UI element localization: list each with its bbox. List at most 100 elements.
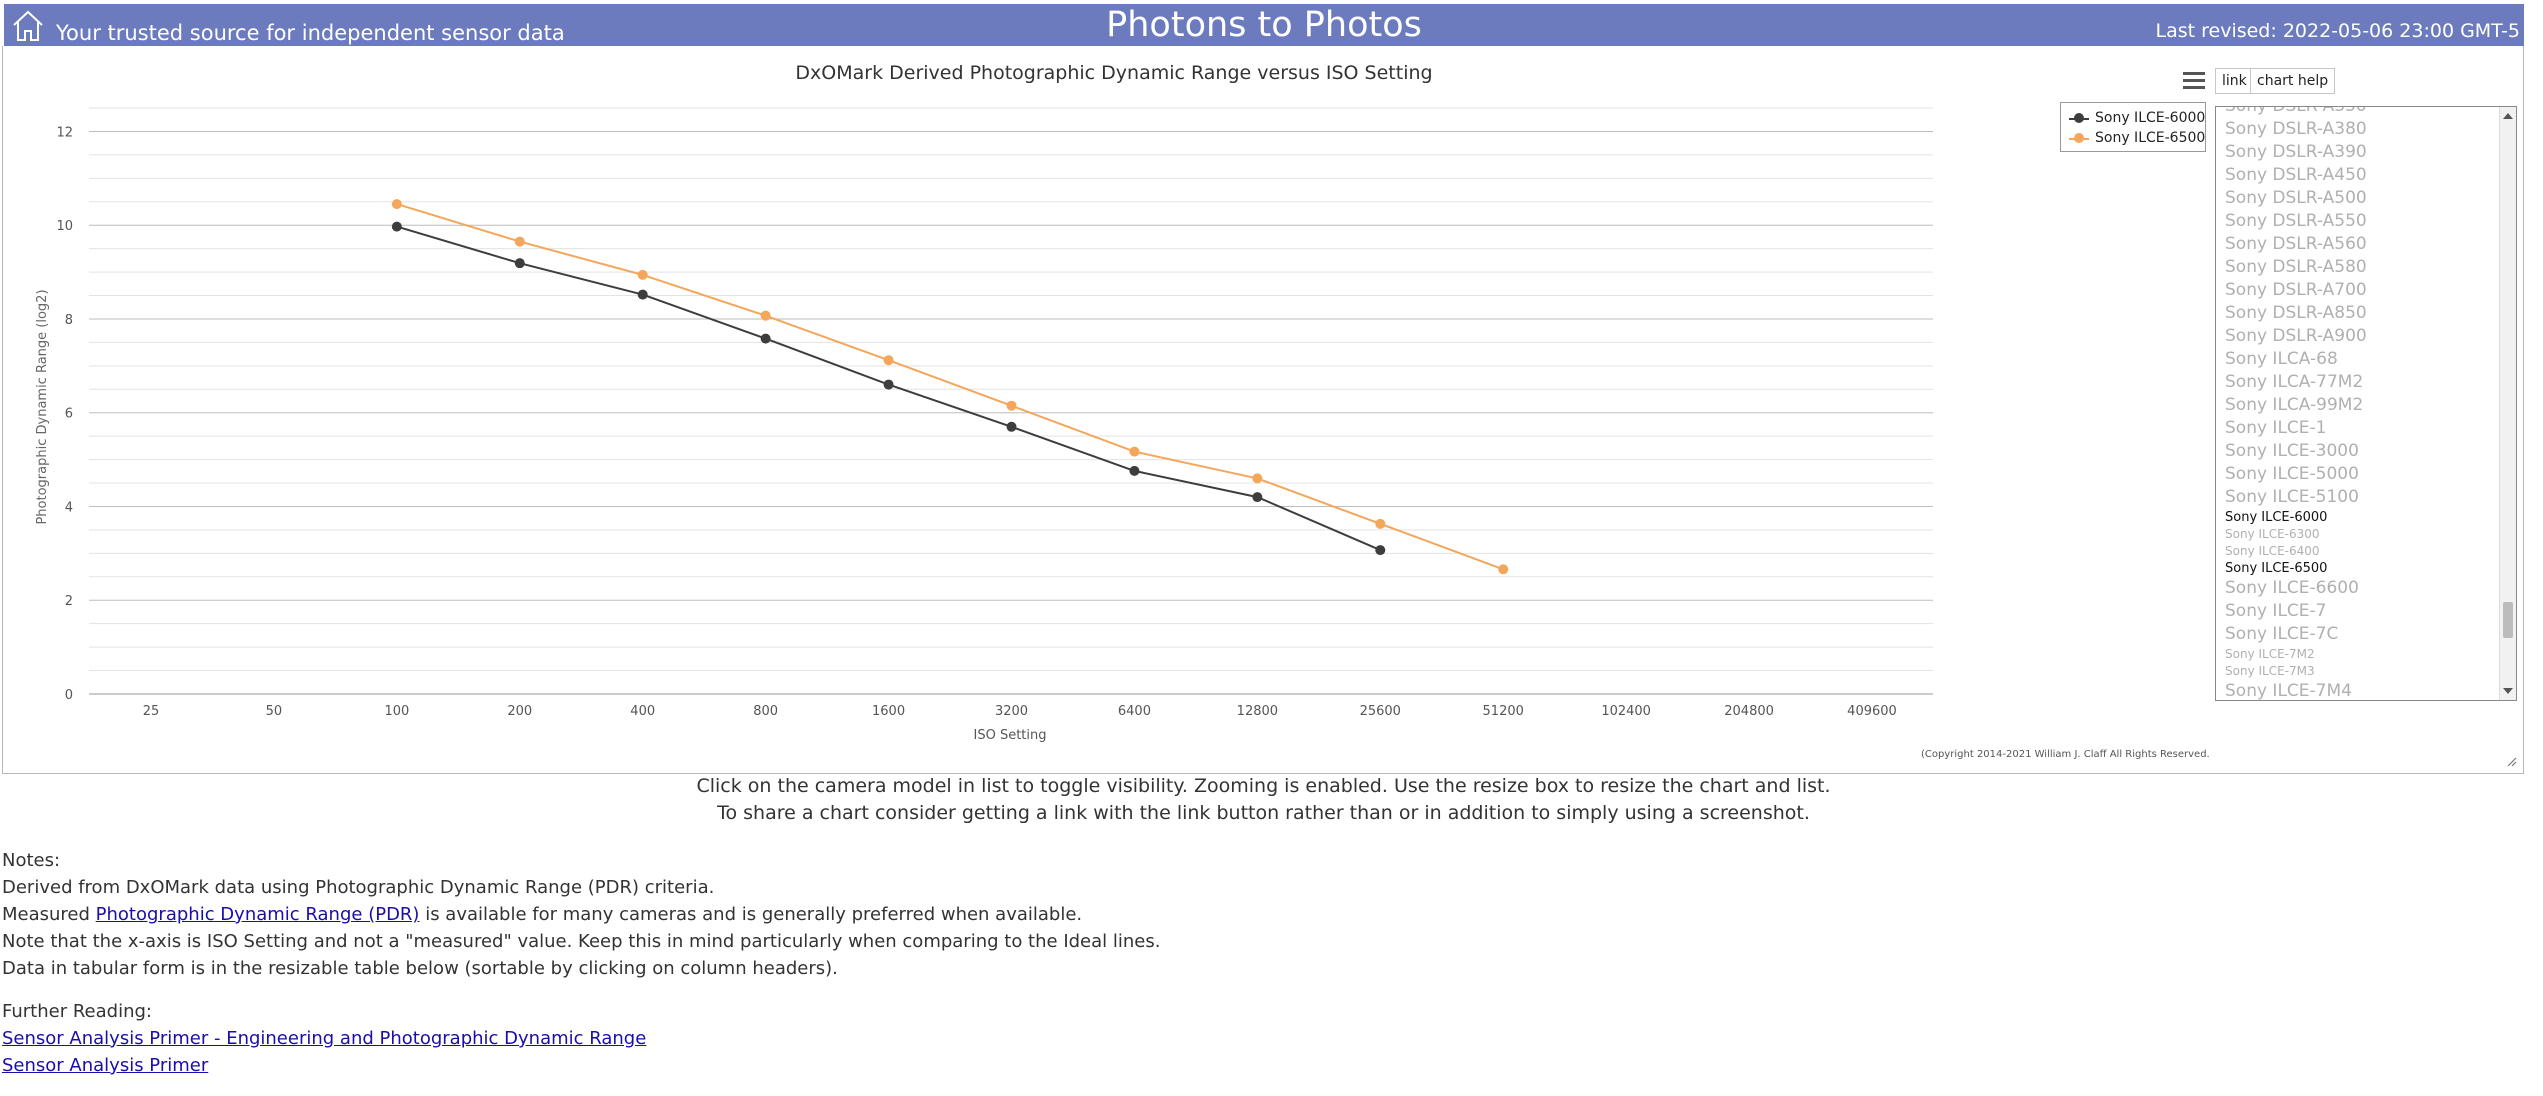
data-point[interactable] [514, 258, 525, 269]
instructions-line-1: Click on the camera model in list to tog… [696, 775, 1831, 797]
data-point[interactable] [391, 221, 402, 232]
data-point[interactable] [1498, 564, 1509, 575]
legend-marker [2074, 113, 2084, 123]
chart-container: 0 2 4 6 8 10 12 25 50 100 200 400 800 1600 3200 6400 128… [2, 46, 2524, 774]
camera-list-item[interactable]: Sony ILCE-6300 [2225, 527, 2320, 541]
camera-list-item[interactable]: Sony DSLR-A850 [2225, 303, 2367, 323]
notes-line-2: Measured Photographic Dynamic Range (PDR… [2, 901, 1160, 928]
camera-list-item[interactable]: Sony DSLR-A700 [2225, 280, 2367, 300]
home-icon[interactable] [10, 7, 46, 43]
camera-list-item[interactable]: Sony ILCA-77M2 [2225, 372, 2364, 392]
chart-copyright: (Copyright 2014-2021 William J. Claff Al… [1921, 749, 2210, 760]
data-point[interactable] [1252, 492, 1263, 503]
x-tick-label: 3200 [995, 704, 1028, 719]
y-tick-label: 12 [56, 125, 73, 140]
camera-list-item[interactable]: Sony DSLR-A900 [2225, 326, 2367, 346]
camera-list-item[interactable]: Sony ILCE-3000 [2225, 441, 2359, 461]
camera-list-item[interactable]: Sony DSLR-A350 [2225, 106, 2367, 116]
data-point[interactable] [1129, 465, 1140, 476]
camera-list-item[interactable]: Sony DSLR-A550 [2225, 211, 2367, 231]
further-reading-heading: Further Reading: [2, 1001, 152, 1022]
resize-handle-icon[interactable] [2507, 757, 2517, 767]
pdr-link[interactable]: Photographic Dynamic Range (PDR) [95, 904, 420, 925]
data-point[interactable] [514, 236, 525, 247]
data-point[interactable] [1006, 421, 1017, 432]
camera-list-item[interactable]: Sony ILCE-6000 [2225, 510, 2328, 525]
instructions-line-2: To share a chart consider getting a link… [717, 802, 1810, 824]
scroll-up-icon[interactable] [2503, 113, 2513, 119]
camera-list-item[interactable]: Sony ILCE-1 [2225, 418, 2327, 438]
camera-list-item[interactable]: Sony ILCA-99M2 [2225, 395, 2364, 415]
data-point[interactable] [760, 310, 771, 321]
data-point[interactable] [883, 379, 894, 390]
camera-list-item[interactable]: Sony ILCE-5100 [2225, 487, 2359, 507]
x-tick-label: 6400 [1118, 704, 1151, 719]
sensor-primer-dr-link[interactable]: Sensor Analysis Primer - Engineering and… [2, 1028, 647, 1049]
site-header: Your trusted source for independent sens… [4, 4, 2524, 46]
camera-list-item[interactable]: Sony DSLR-A390 [2225, 142, 2367, 162]
camera-list-scrollbar[interactable] [2499, 107, 2516, 700]
camera-list-item[interactable]: Sony ILCE-6500 [2225, 561, 2328, 576]
data-point[interactable] [637, 269, 648, 280]
chart-menu-icon[interactable] [2183, 72, 2205, 90]
camera-list-item[interactable]: Sony ILCE-7M4 [2225, 681, 2352, 701]
notes-line-2-prefix: Measured [2, 904, 96, 925]
x-tick-label: 50 [266, 704, 283, 719]
further-reading-section: Further Reading: Sensor Analysis Primer … [2, 998, 646, 1079]
y-tick-label: 6 [65, 407, 73, 422]
notes-line-1: Derived from DxOMark data using Photogra… [2, 877, 715, 898]
camera-list-item[interactable]: Sony ILCE-7M3 [2225, 664, 2315, 678]
notes-line-4: Data in tabular form is in the resizable… [2, 958, 838, 979]
x-tick-label: 12800 [1237, 704, 1278, 719]
notes-line-2-suffix: is available for many cameras and is gen… [419, 904, 1083, 925]
data-point[interactable] [391, 199, 402, 210]
scroll-thumb[interactable] [2503, 602, 2513, 638]
camera-list-item[interactable]: Sony ILCE-7 [2225, 601, 2327, 621]
data-point[interactable] [883, 355, 894, 366]
data-point[interactable] [1375, 545, 1386, 556]
sensor-primer-link[interactable]: Sensor Analysis Primer [2, 1055, 209, 1076]
data-point[interactable] [637, 289, 648, 300]
x-tick-label: 800 [753, 704, 778, 719]
y-tick-label: 0 [65, 688, 73, 703]
y-tick-label: 4 [65, 500, 73, 515]
y-tick-label: 2 [65, 594, 73, 609]
camera-list-item[interactable]: Sony ILCA-68 [2225, 349, 2338, 369]
x-axis-label: ISO Setting [974, 728, 1047, 743]
camera-list-item[interactable]: Sony DSLR-A380 [2225, 119, 2367, 139]
camera-list-item[interactable]: Sony ILCE-7M2 [2225, 647, 2315, 661]
camera-list-items: Sony DSLR-A350 Sony DSLR-A380 Sony DSLR-A3… [2216, 106, 2498, 701]
camera-list-item[interactable]: Sony DSLR-A450 [2225, 165, 2367, 185]
series-line-1[interactable] [396, 203, 1504, 571]
camera-list-item[interactable]: Sony DSLR-A580 [2225, 257, 2367, 277]
notes-section: Notes: Derived from DxOMark data using P… [2, 847, 1160, 982]
x-tick-label: 51200 [1483, 704, 1524, 719]
chart-title: DxOMark Derived Photographic Dynamic Ran… [795, 62, 1432, 84]
camera-list-item[interactable]: Sony ILCE-5000 [2225, 464, 2359, 484]
site-tagline: Your trusted source for independent sens… [56, 21, 565, 45]
chart-help-button[interactable]: chart help [2250, 68, 2336, 94]
x-tick-label: 400 [630, 704, 655, 719]
link-button[interactable]: link [2215, 68, 2254, 94]
scroll-down-icon[interactable] [2503, 688, 2513, 694]
data-point[interactable] [1252, 473, 1263, 484]
camera-list-item[interactable]: Sony ILCE-6600 [2225, 578, 2359, 598]
x-tick-label: 102400 [1601, 704, 1651, 719]
data-point[interactable] [1375, 518, 1386, 529]
camera-list-item[interactable]: Sony DSLR-A500 [2225, 188, 2367, 208]
x-tick-label: 409600 [1847, 704, 1897, 719]
x-tick-label: 200 [507, 704, 532, 719]
camera-list[interactable]: Sony DSLR-A350 Sony DSLR-A380 Sony DSLR-A3… [2215, 106, 2517, 701]
y-tick-label: 8 [65, 313, 73, 328]
site-title[interactable]: Photons to Photos [1106, 5, 1422, 45]
dynamic-range-chart[interactable]: 0 2 4 6 8 10 12 25 50 100 200 400 800 1600 3200 6400 128… [3, 46, 2163, 773]
camera-list-item[interactable]: Sony DSLR-A560 [2225, 234, 2367, 254]
data-point[interactable] [1129, 446, 1140, 457]
data-point[interactable] [1006, 400, 1017, 411]
camera-list-item[interactable]: Sony ILCE-7C [2225, 624, 2339, 644]
camera-list-item[interactable]: Sony ILCE-6400 [2225, 544, 2320, 558]
chart-legend: Sony ILCE-6000 Sony ILCE-6500 [2060, 102, 2206, 152]
x-tick-label: 100 [384, 704, 409, 719]
data-point[interactable] [760, 333, 771, 344]
x-tick-label: 1600 [872, 704, 905, 719]
